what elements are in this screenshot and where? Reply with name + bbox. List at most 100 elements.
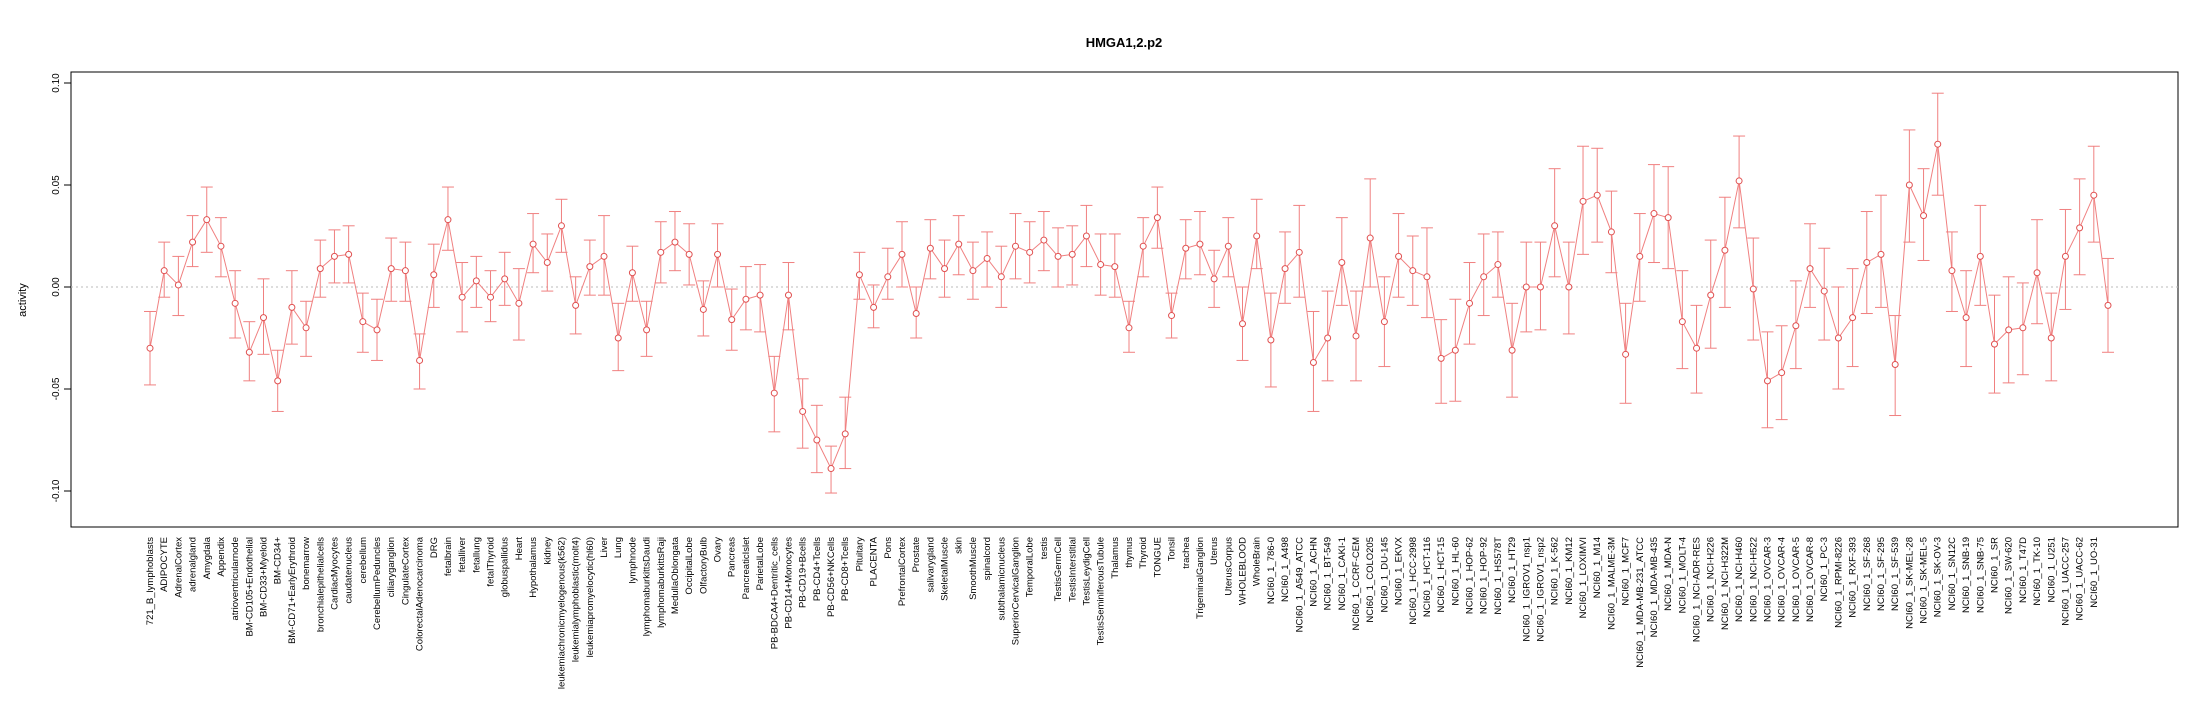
x-tick-label: salivarygland bbox=[925, 537, 936, 592]
data-point bbox=[941, 265, 949, 273]
x-tick-label: CardiacMyocytes bbox=[329, 537, 340, 610]
data-point bbox=[955, 240, 963, 248]
x-tick-label: SkeletalMuscle bbox=[940, 537, 951, 601]
data-point bbox=[997, 273, 1005, 281]
x-tick-label: NCI60_1_SN12C bbox=[1947, 537, 1958, 611]
data-point bbox=[1125, 324, 1133, 332]
x-tick-label: Thyroid bbox=[1138, 537, 1149, 569]
data-point bbox=[1153, 214, 1161, 222]
x-tick-label: CerebellumPeduncles bbox=[372, 537, 383, 630]
data-point bbox=[586, 263, 594, 271]
x-tick-label: NCI60_1_NCI-H522 bbox=[1748, 537, 1759, 622]
data-point bbox=[1522, 283, 1530, 291]
data-point bbox=[1111, 263, 1119, 271]
x-tick-label: spinalcord bbox=[982, 537, 993, 580]
data-point bbox=[1806, 265, 1814, 273]
x-tick-label: BM-CD33+Myeloid bbox=[259, 537, 270, 617]
x-tick-label: SmoothMuscle bbox=[968, 537, 979, 600]
x-tick-label: Liver bbox=[599, 537, 610, 558]
data-point bbox=[784, 291, 792, 299]
x-tick-label: OlfactoryBulb bbox=[698, 537, 709, 594]
data-point bbox=[699, 305, 707, 313]
x-tick-label: NCI60_1_MOLT-4 bbox=[1677, 537, 1688, 613]
x-tick-label: NCI60_1_OVCAR-8 bbox=[1805, 537, 1816, 622]
x-tick-label: leukemiapromyelocytic(hl60) bbox=[585, 537, 596, 657]
data-point bbox=[245, 348, 253, 356]
x-tick-label: Heart bbox=[514, 537, 525, 561]
x-tick-label: DRG bbox=[429, 537, 440, 558]
x-tick-label: NCI60_1_HCT-116 bbox=[1422, 537, 1433, 617]
data-point bbox=[1324, 334, 1332, 342]
x-tick-label: Ovary bbox=[713, 537, 724, 563]
x-tick-label: Uterus bbox=[1209, 537, 1220, 565]
data-point bbox=[2061, 252, 2069, 260]
x-tick-label: NCI60_1_OVCAR-5 bbox=[1791, 537, 1802, 622]
data-point bbox=[614, 334, 622, 342]
x-tick-label: Pituitary bbox=[854, 537, 865, 572]
x-tick-label: Pons bbox=[883, 537, 894, 559]
data-point bbox=[1082, 232, 1090, 240]
data-point bbox=[1210, 275, 1218, 283]
x-tick-label: TestisInterstitial bbox=[1067, 537, 1078, 602]
data-point bbox=[1295, 248, 1303, 256]
x-tick-label: NCI60_1_HCT-15 bbox=[1436, 537, 1447, 613]
y-tick-label: 0.10 bbox=[51, 73, 62, 93]
data-point bbox=[1494, 261, 1502, 269]
data-point bbox=[1636, 252, 1644, 260]
x-tick-label: NCI60_1_K-562 bbox=[1550, 537, 1561, 605]
data-point bbox=[1863, 259, 1871, 267]
x-tick-label: NCI60_1_T47D bbox=[2018, 537, 2029, 603]
x-tick-label: WHOLEBLOOD bbox=[1238, 537, 1249, 605]
x-tick-label: NCI60_1_ACHN bbox=[1308, 537, 1319, 607]
x-tick-label: TestisSeminiferousTubule bbox=[1096, 537, 1107, 645]
data-point bbox=[1820, 287, 1828, 295]
x-tick-label: 721_B_lymphoblasts bbox=[145, 537, 156, 625]
x-tick-label: NCI60_1_LOXIMVI bbox=[1578, 537, 1589, 618]
x-tick-label: BM-CD34+ bbox=[273, 537, 284, 585]
x-tick-label: PLACENTA bbox=[869, 536, 880, 586]
data-point bbox=[2076, 224, 2084, 232]
data-point bbox=[1834, 334, 1842, 342]
x-tick-label: NCI60_1_U251 bbox=[2046, 537, 2057, 603]
data-point bbox=[1735, 177, 1743, 185]
data-point bbox=[600, 252, 608, 260]
data-point bbox=[1309, 358, 1317, 366]
x-tick-label: cerebellum bbox=[358, 537, 369, 584]
x-tick-label: NCI60_1_MDA-MB-231_ATCC bbox=[1635, 537, 1646, 668]
data-point bbox=[2090, 191, 2098, 199]
x-tick-label: NCI60_1_HOP-92 bbox=[1479, 537, 1490, 614]
data-point bbox=[487, 293, 495, 301]
data-point bbox=[345, 250, 353, 258]
data-point bbox=[1437, 354, 1445, 362]
x-tick-label: leukemiachronicmyelogenous(k562) bbox=[556, 537, 567, 689]
data-point bbox=[671, 238, 679, 246]
data-point bbox=[1579, 197, 1587, 205]
data-point bbox=[983, 254, 991, 262]
x-tick-label: NCI60_1_HCC-2998 bbox=[1408, 537, 1419, 625]
x-tick-label: NCI60_1_IGROV1_nsp1 bbox=[1521, 537, 1532, 642]
x-tick-label: Pancreas bbox=[727, 537, 738, 577]
data-point bbox=[756, 291, 764, 299]
x-tick-label: leukemialymphoblastic(molt4) bbox=[571, 537, 582, 662]
x-tick-label: NCI60_1_TK-10 bbox=[2032, 537, 2043, 606]
data-point bbox=[1395, 252, 1403, 260]
data-point bbox=[203, 216, 211, 224]
x-tick-label: NCI60_1_UACC-62 bbox=[2075, 537, 2086, 620]
x-tick-label: NCI60_1_UACC-257 bbox=[2060, 537, 2071, 626]
data-point bbox=[1877, 250, 1885, 258]
x-tick-label: TONGUE bbox=[1152, 537, 1163, 577]
data-point bbox=[799, 407, 807, 415]
x-tick-label: NCI60_1_IGROV1_nsp2 bbox=[1535, 537, 1546, 642]
data-point bbox=[1026, 248, 1034, 256]
data-point bbox=[1480, 273, 1488, 281]
x-tick-label: NCI60_1_A498 bbox=[1280, 537, 1291, 602]
data-point bbox=[1622, 350, 1630, 358]
x-tick-label: PB-CD56+NKCells bbox=[826, 537, 837, 617]
x-tick-label: PB-CD4+Tcells bbox=[812, 537, 823, 601]
x-tick-label: NCI60_1_SNB-75 bbox=[1975, 537, 1986, 613]
x-tick-label: NCI60_1_CAKI-1 bbox=[1337, 537, 1348, 610]
x-tick-label: NCI60_1_CCRF-CEM bbox=[1351, 537, 1362, 631]
data-point bbox=[572, 301, 580, 309]
data-point bbox=[1239, 320, 1247, 328]
